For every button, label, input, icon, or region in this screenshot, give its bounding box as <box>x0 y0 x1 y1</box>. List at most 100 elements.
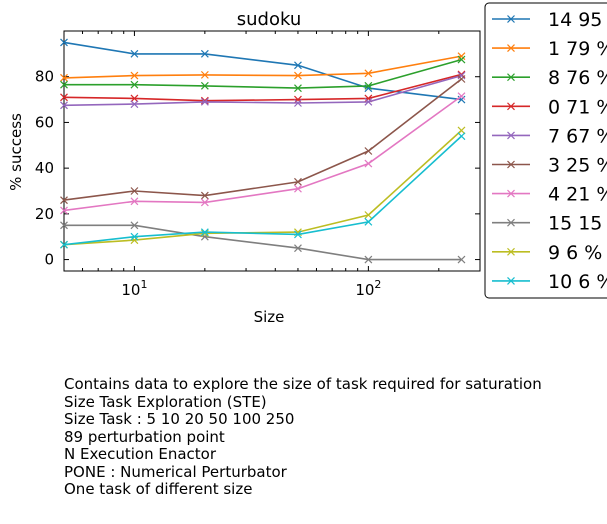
data-point-marker <box>364 147 373 155</box>
data-point-marker <box>60 196 68 205</box>
legend-item: 4 21 % <box>492 184 607 206</box>
y-axis-label: % success <box>7 113 25 191</box>
legend-label: 9 6 % <box>548 242 602 264</box>
data-point-marker <box>294 230 302 239</box>
series-line <box>63 95 462 212</box>
marker-stroke <box>457 95 466 104</box>
marker-stroke <box>130 197 139 206</box>
data-point-marker <box>200 191 209 200</box>
legend-label: 14 95 % <box>548 9 607 31</box>
marker-stroke <box>364 147 373 155</box>
marker-stroke <box>364 217 373 226</box>
marker-stroke <box>60 73 68 82</box>
series-line <box>63 78 462 201</box>
data-point-marker <box>60 38 68 47</box>
series-line <box>63 74 462 107</box>
data-point-marker <box>364 255 373 264</box>
marker-stroke <box>130 187 139 195</box>
data-point-marker <box>457 52 466 61</box>
data-point-marker <box>60 73 68 82</box>
marker-stroke <box>200 228 209 237</box>
data-point-marker <box>60 240 68 249</box>
legend-label: 15 15 % <box>548 213 607 235</box>
legend-item: 9 6 % <box>492 242 602 264</box>
y-tick-label: 80 <box>35 68 54 86</box>
caption-line: 89 perturbation point <box>64 427 225 446</box>
marker-stroke <box>200 97 209 106</box>
data-point-marker <box>200 96 209 105</box>
plot-area: 0 20 40 60 80 101 102 <box>35 30 481 299</box>
data-point-marker <box>364 97 373 106</box>
marker-stroke <box>60 38 68 47</box>
caption-line: Size Task Exploration (STE) <box>64 392 267 411</box>
marker-stroke <box>294 71 302 80</box>
data-point-marker <box>364 69 373 78</box>
data-point-marker <box>200 97 209 106</box>
data-point-marker <box>294 84 302 93</box>
marker-stroke <box>200 96 209 105</box>
marker-stroke <box>457 132 466 141</box>
marker-stroke <box>457 126 466 135</box>
marker-stroke <box>200 229 209 238</box>
legend-marker <box>507 73 515 82</box>
data-point-marker <box>294 71 302 80</box>
marker-stroke <box>60 101 68 110</box>
y-tick-label: 20 <box>35 205 54 223</box>
data-point-marker <box>457 55 466 64</box>
marker-stroke <box>294 99 302 107</box>
x-axis-label: Size <box>254 308 285 326</box>
data-point-marker <box>60 101 68 110</box>
legend-item: 1 79 % <box>492 38 607 60</box>
marker-stroke <box>130 221 139 230</box>
marker-stroke <box>200 81 209 90</box>
legend-marker <box>507 189 515 198</box>
marker-stroke <box>294 244 302 253</box>
marker-stroke <box>60 221 68 230</box>
dataset-caption: Contains data to explore the size of tas… <box>64 375 604 499</box>
legend-item: 15 15 % <box>492 213 607 235</box>
marker-stroke <box>60 93 68 102</box>
marker-stroke <box>457 55 466 64</box>
data-point-marker <box>130 187 139 195</box>
data-point-marker <box>130 197 139 206</box>
legend-label: 1 79 % <box>548 38 607 60</box>
caption-line: One task of different size <box>64 480 253 498</box>
legend-item: 8 76 % <box>492 67 607 89</box>
legend-marker <box>507 102 515 111</box>
legend-item: 7 67 % <box>492 125 607 147</box>
caption-line: Contains data to explore the size of tas… <box>64 375 542 393</box>
legend-marker <box>507 44 515 53</box>
caption-line: PONE : Numerical Perturbator <box>64 462 287 481</box>
legend-label: 8 76 % <box>548 67 607 89</box>
marker-stroke <box>364 81 373 90</box>
y-tick-label: 0 <box>44 251 54 269</box>
series-line <box>64 224 462 261</box>
data-point-marker <box>60 93 68 102</box>
legend-marker <box>507 247 515 256</box>
marker-stroke <box>364 97 373 106</box>
data-point-marker <box>364 211 373 219</box>
data-point-marker <box>130 49 139 58</box>
legend-item: 14 95 % <box>492 9 607 31</box>
plot-frame <box>63 30 481 272</box>
data-point-marker <box>200 49 209 58</box>
marker-stroke <box>294 61 302 70</box>
marker-stroke <box>130 49 139 58</box>
marker-stroke <box>130 100 139 109</box>
legend-item: 10 6 % <box>492 271 607 293</box>
data-point-marker <box>457 75 466 83</box>
data-point-marker <box>457 126 466 135</box>
legend-marker <box>507 276 515 285</box>
data-point-marker <box>130 71 139 80</box>
data-point-marker <box>200 228 209 237</box>
legend-label: 7 67 % <box>548 125 607 147</box>
marker-stroke <box>294 84 302 93</box>
marker-stroke <box>364 69 373 78</box>
y-tick-label: 40 <box>35 159 54 177</box>
marker-stroke <box>294 177 302 186</box>
data-point-marker <box>364 217 373 226</box>
data-point-marker <box>457 132 466 141</box>
marker-stroke <box>200 198 209 207</box>
data-point-marker <box>200 81 209 90</box>
marker-stroke <box>364 159 373 168</box>
